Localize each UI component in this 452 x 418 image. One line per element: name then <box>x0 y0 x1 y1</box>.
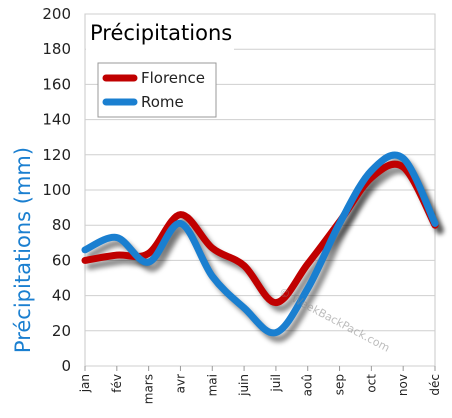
y-tick-label: 200 <box>42 5 71 23</box>
y-tick-label: 20 <box>52 322 71 340</box>
x-tick-label: aoû <box>301 374 315 396</box>
y-tick-label: 180 <box>42 40 71 58</box>
series-line-florence <box>81 160 439 307</box>
x-axis-ticks: jan fév mars avr mai juin juil aoû sep oct nov déc <box>78 366 442 404</box>
legend-label-florence: Florence <box>141 69 205 87</box>
y-tick-label: 60 <box>52 251 71 269</box>
y-tick-label: 40 <box>52 287 71 305</box>
x-tick-label: avr <box>173 374 187 393</box>
legend-label-rome: Rome <box>141 93 184 111</box>
y-tick-label: 100 <box>42 181 71 199</box>
x-tick-label: fév <box>110 374 124 393</box>
x-tick-label: juil <box>269 374 283 393</box>
x-tick-label: mai <box>205 374 219 396</box>
y-tick-label: 0 <box>61 357 71 375</box>
x-tick-label: juin <box>237 374 251 397</box>
series-line-rome <box>81 151 439 337</box>
x-tick-label: mars <box>142 374 156 404</box>
y-tick-label: 120 <box>42 146 71 164</box>
y-axis-ticks: 0 20 40 60 80 100 120 140 160 180 200 <box>42 5 71 375</box>
chart-title: Précipitations <box>90 21 232 45</box>
x-tick-label: sep <box>333 374 347 395</box>
legend: Florence Rome <box>97 62 217 118</box>
x-tick-label: oct <box>364 374 378 393</box>
series-lines <box>81 151 439 337</box>
y-tick-label: 160 <box>42 75 71 93</box>
x-tick-label: déc <box>428 374 442 396</box>
legend-box <box>97 62 217 118</box>
x-tick-label: jan <box>78 374 92 393</box>
y-tick-label: 140 <box>42 111 71 129</box>
y-axis-label: Précipitations (mm) <box>11 147 35 353</box>
y-tick-label: 80 <box>52 216 71 234</box>
x-tick-label: nov <box>396 374 410 396</box>
title-box <box>86 15 234 51</box>
